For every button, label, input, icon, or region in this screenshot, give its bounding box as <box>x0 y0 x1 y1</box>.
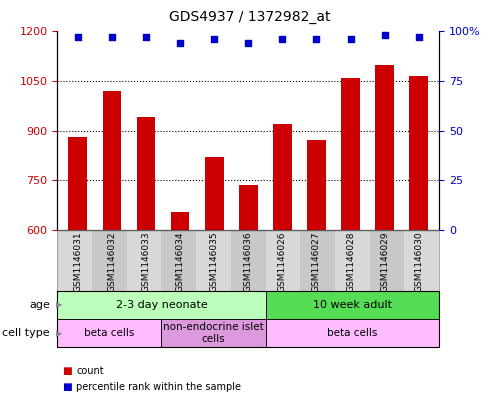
Text: 10 week adult: 10 week adult <box>313 300 392 310</box>
Bar <box>239 185 257 393</box>
Bar <box>205 157 224 393</box>
Point <box>346 36 354 42</box>
Text: ▶: ▶ <box>56 301 62 309</box>
Point <box>210 36 218 42</box>
Text: age: age <box>29 300 50 310</box>
Bar <box>375 64 394 393</box>
Bar <box>273 124 292 393</box>
Text: 2-3 day neonate: 2-3 day neonate <box>116 300 208 310</box>
Point <box>176 40 184 46</box>
Point <box>108 34 116 40</box>
Text: cell type: cell type <box>2 328 50 338</box>
Bar <box>307 140 326 393</box>
Point <box>312 36 320 42</box>
Point <box>415 34 423 40</box>
Bar <box>137 118 155 393</box>
Text: ▶: ▶ <box>56 329 62 338</box>
Text: count: count <box>76 366 104 376</box>
Text: non-endocrine islet
cells: non-endocrine islet cells <box>163 323 264 344</box>
Bar <box>409 76 428 393</box>
Text: percentile rank within the sample: percentile rank within the sample <box>76 382 242 393</box>
Point <box>278 36 286 42</box>
Bar <box>68 137 87 393</box>
Bar <box>103 91 121 393</box>
Point <box>381 32 389 39</box>
Point <box>142 34 150 40</box>
Point <box>74 34 82 40</box>
Text: GDS4937 / 1372982_at: GDS4937 / 1372982_at <box>169 10 330 24</box>
Text: beta cells: beta cells <box>327 328 378 338</box>
Bar <box>171 212 190 393</box>
Text: ■: ■ <box>62 382 72 393</box>
Text: ■: ■ <box>62 366 72 376</box>
Bar <box>341 79 360 393</box>
Point <box>244 40 252 46</box>
Text: beta cells: beta cells <box>84 328 135 338</box>
